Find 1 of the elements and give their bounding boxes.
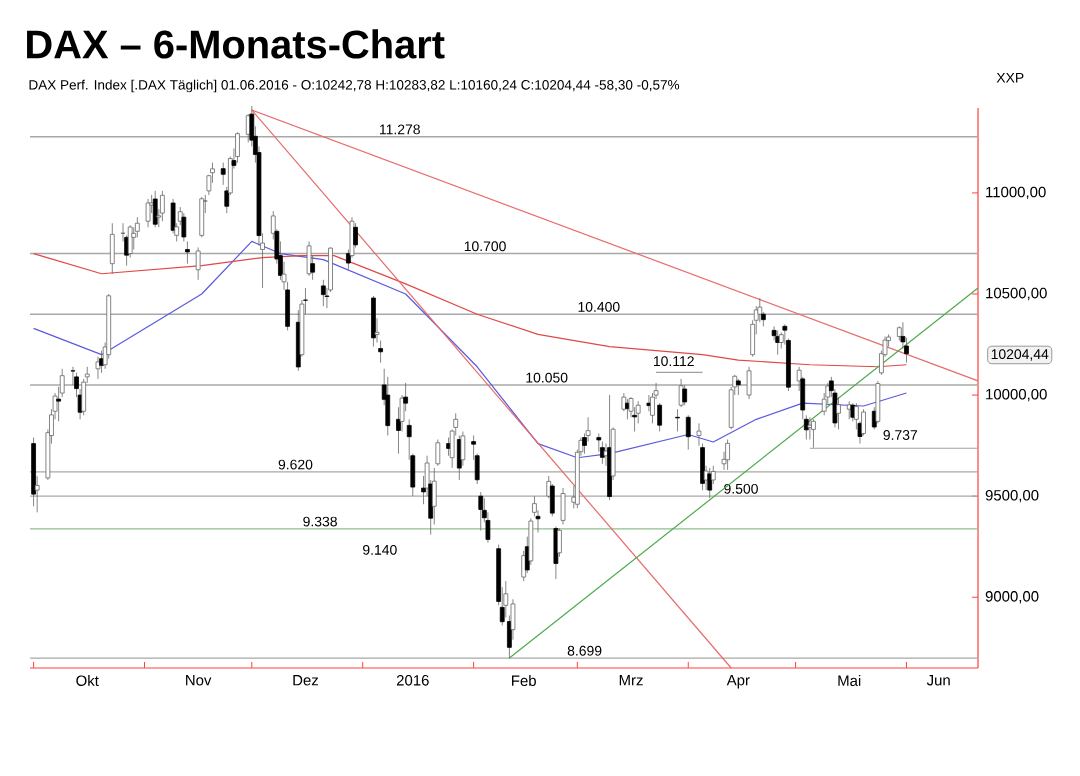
chart-title: DAX – 6-Monats-Chart (27, 29, 445, 59)
